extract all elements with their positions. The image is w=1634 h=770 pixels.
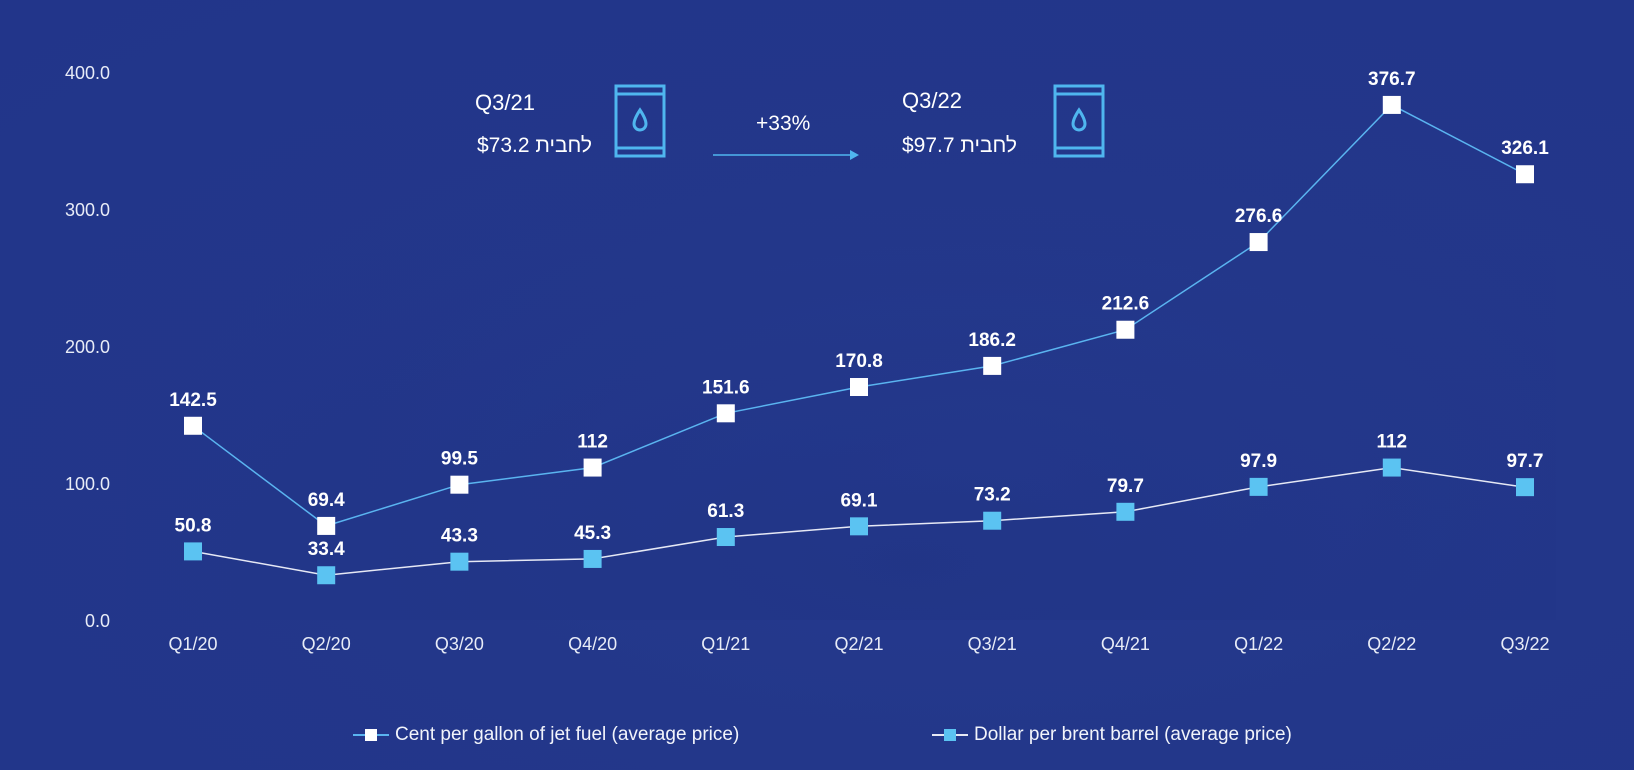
y-axis: 0.0 100.0 200.0 300.0 400.0 xyxy=(65,63,110,631)
x-tick-label: Q4/20 xyxy=(568,634,617,654)
callout-left-quarter: Q3/21 xyxy=(475,90,535,115)
plot-area xyxy=(126,60,1556,620)
x-tick-label: Q3/20 xyxy=(435,634,484,654)
callout-right-unit: לחבית xyxy=(960,134,1018,157)
data-label-brent: 97.9 xyxy=(1240,451,1277,472)
callout-left-unit: לחבית xyxy=(535,134,593,157)
x-tick-label: Q3/22 xyxy=(1500,634,1549,654)
legend-brent-label: Dollar per brent barrel (average price) xyxy=(974,724,1292,745)
legend-jet-fuel-swatch xyxy=(353,725,389,745)
data-point-jet-fuel xyxy=(716,404,735,423)
data-point-jet-fuel xyxy=(1516,165,1534,184)
data-label-brent: 50.8 xyxy=(175,515,212,536)
data-point-brent xyxy=(1249,477,1268,496)
data-label-brent: 33.4 xyxy=(308,539,345,560)
x-tick-label: Q1/21 xyxy=(701,634,750,654)
data-labels: 142.5 69.4 99.5 112 151.6 170.8 186.2 212.6 276.… xyxy=(169,69,1549,560)
data-point-brent xyxy=(1116,502,1135,521)
data-label-brent: 43.3 xyxy=(441,526,478,547)
y-tick-label: 300.0 xyxy=(65,200,110,220)
data-point-brent xyxy=(317,566,336,585)
data-point-jet-fuel xyxy=(983,356,1002,375)
x-tick-label: Q2/20 xyxy=(302,634,351,654)
data-point-brent xyxy=(184,542,202,561)
data-point-jet-fuel xyxy=(1249,233,1268,252)
x-tick-label: Q1/20 xyxy=(168,634,217,654)
data-point-brent xyxy=(850,517,868,536)
data-point-brent xyxy=(716,528,735,547)
data-label-jet-fuel: 186.2 xyxy=(968,330,1016,351)
y-tick-label: 0.0 xyxy=(85,611,110,631)
data-point-jet-fuel xyxy=(583,458,602,477)
legend-brent: Dollar per brent barrel (average price) xyxy=(932,722,1292,748)
y-tick-label: 100.0 xyxy=(65,474,110,494)
data-point-jet-fuel xyxy=(450,475,469,494)
series-markers xyxy=(184,95,1534,585)
data-label-brent: 45.3 xyxy=(574,523,611,544)
callout-left-price: $73.2 לחבית xyxy=(477,134,592,158)
data-point-jet-fuel xyxy=(184,416,202,435)
data-point-jet-fuel xyxy=(1116,320,1135,339)
legend-brent-swatch xyxy=(932,725,968,745)
data-label-jet-fuel: 69.4 xyxy=(308,490,345,511)
data-label-brent: 97.7 xyxy=(1507,451,1544,472)
data-label-jet-fuel: 170.8 xyxy=(835,351,883,372)
data-label-jet-fuel: 212.6 xyxy=(1102,294,1150,315)
data-label-jet-fuel: 99.5 xyxy=(441,449,478,470)
data-point-jet-fuel xyxy=(317,516,336,535)
x-tick-label: Q1/22 xyxy=(1234,634,1283,654)
oil-barrel-icon xyxy=(614,84,666,158)
change-percent: +33% xyxy=(756,112,811,135)
x-tick-label: Q2/21 xyxy=(834,634,883,654)
data-label-brent: 73.2 xyxy=(974,485,1011,506)
callout-right-price-value: $97.7 xyxy=(902,134,955,157)
data-label-brent: 79.7 xyxy=(1107,476,1144,497)
callout-right-quarter: Q3/22 xyxy=(902,88,962,113)
data-point-brent xyxy=(450,552,469,571)
legend-jet-fuel: Cent per gallon of jet fuel (average pri… xyxy=(353,722,739,748)
callout-right-price: $97.7 לחבית xyxy=(902,134,1017,158)
x-tick-label: Q2/22 xyxy=(1367,634,1416,654)
change-arrow-head xyxy=(850,150,859,160)
callout-left-price-value: $73.2 xyxy=(477,134,530,157)
legend-jet-fuel-label: Cent per gallon of jet fuel (average pri… xyxy=(395,724,740,745)
data-label-jet-fuel: 112 xyxy=(577,432,608,453)
oil-barrel-icon xyxy=(1053,84,1105,158)
data-point-brent xyxy=(983,511,1002,530)
data-point-brent xyxy=(1516,478,1534,497)
data-label-jet-fuel: 326.1 xyxy=(1501,138,1549,159)
data-label-jet-fuel: 376.7 xyxy=(1368,69,1416,90)
data-label-jet-fuel: 142.5 xyxy=(169,390,217,411)
data-point-brent xyxy=(1382,458,1401,477)
x-axis: Q1/20 Q2/20 Q3/20 Q4/20 Q1/21 Q2/21 Q3/21 Q4/21… xyxy=(168,634,1549,654)
data-point-jet-fuel xyxy=(850,378,868,397)
data-label-brent: 112 xyxy=(1376,432,1407,453)
x-tick-label: Q4/21 xyxy=(1101,634,1150,654)
data-label-brent: 69.1 xyxy=(841,490,878,511)
data-point-brent xyxy=(583,549,602,568)
y-tick-label: 400.0 xyxy=(65,63,110,83)
x-tick-label: Q3/21 xyxy=(968,634,1017,654)
data-point-jet-fuel xyxy=(1382,95,1401,114)
data-label-jet-fuel: 151.6 xyxy=(702,377,750,398)
y-tick-label: 200.0 xyxy=(65,337,110,357)
data-label-jet-fuel: 276.6 xyxy=(1235,206,1283,227)
data-label-brent: 61.3 xyxy=(707,501,744,522)
